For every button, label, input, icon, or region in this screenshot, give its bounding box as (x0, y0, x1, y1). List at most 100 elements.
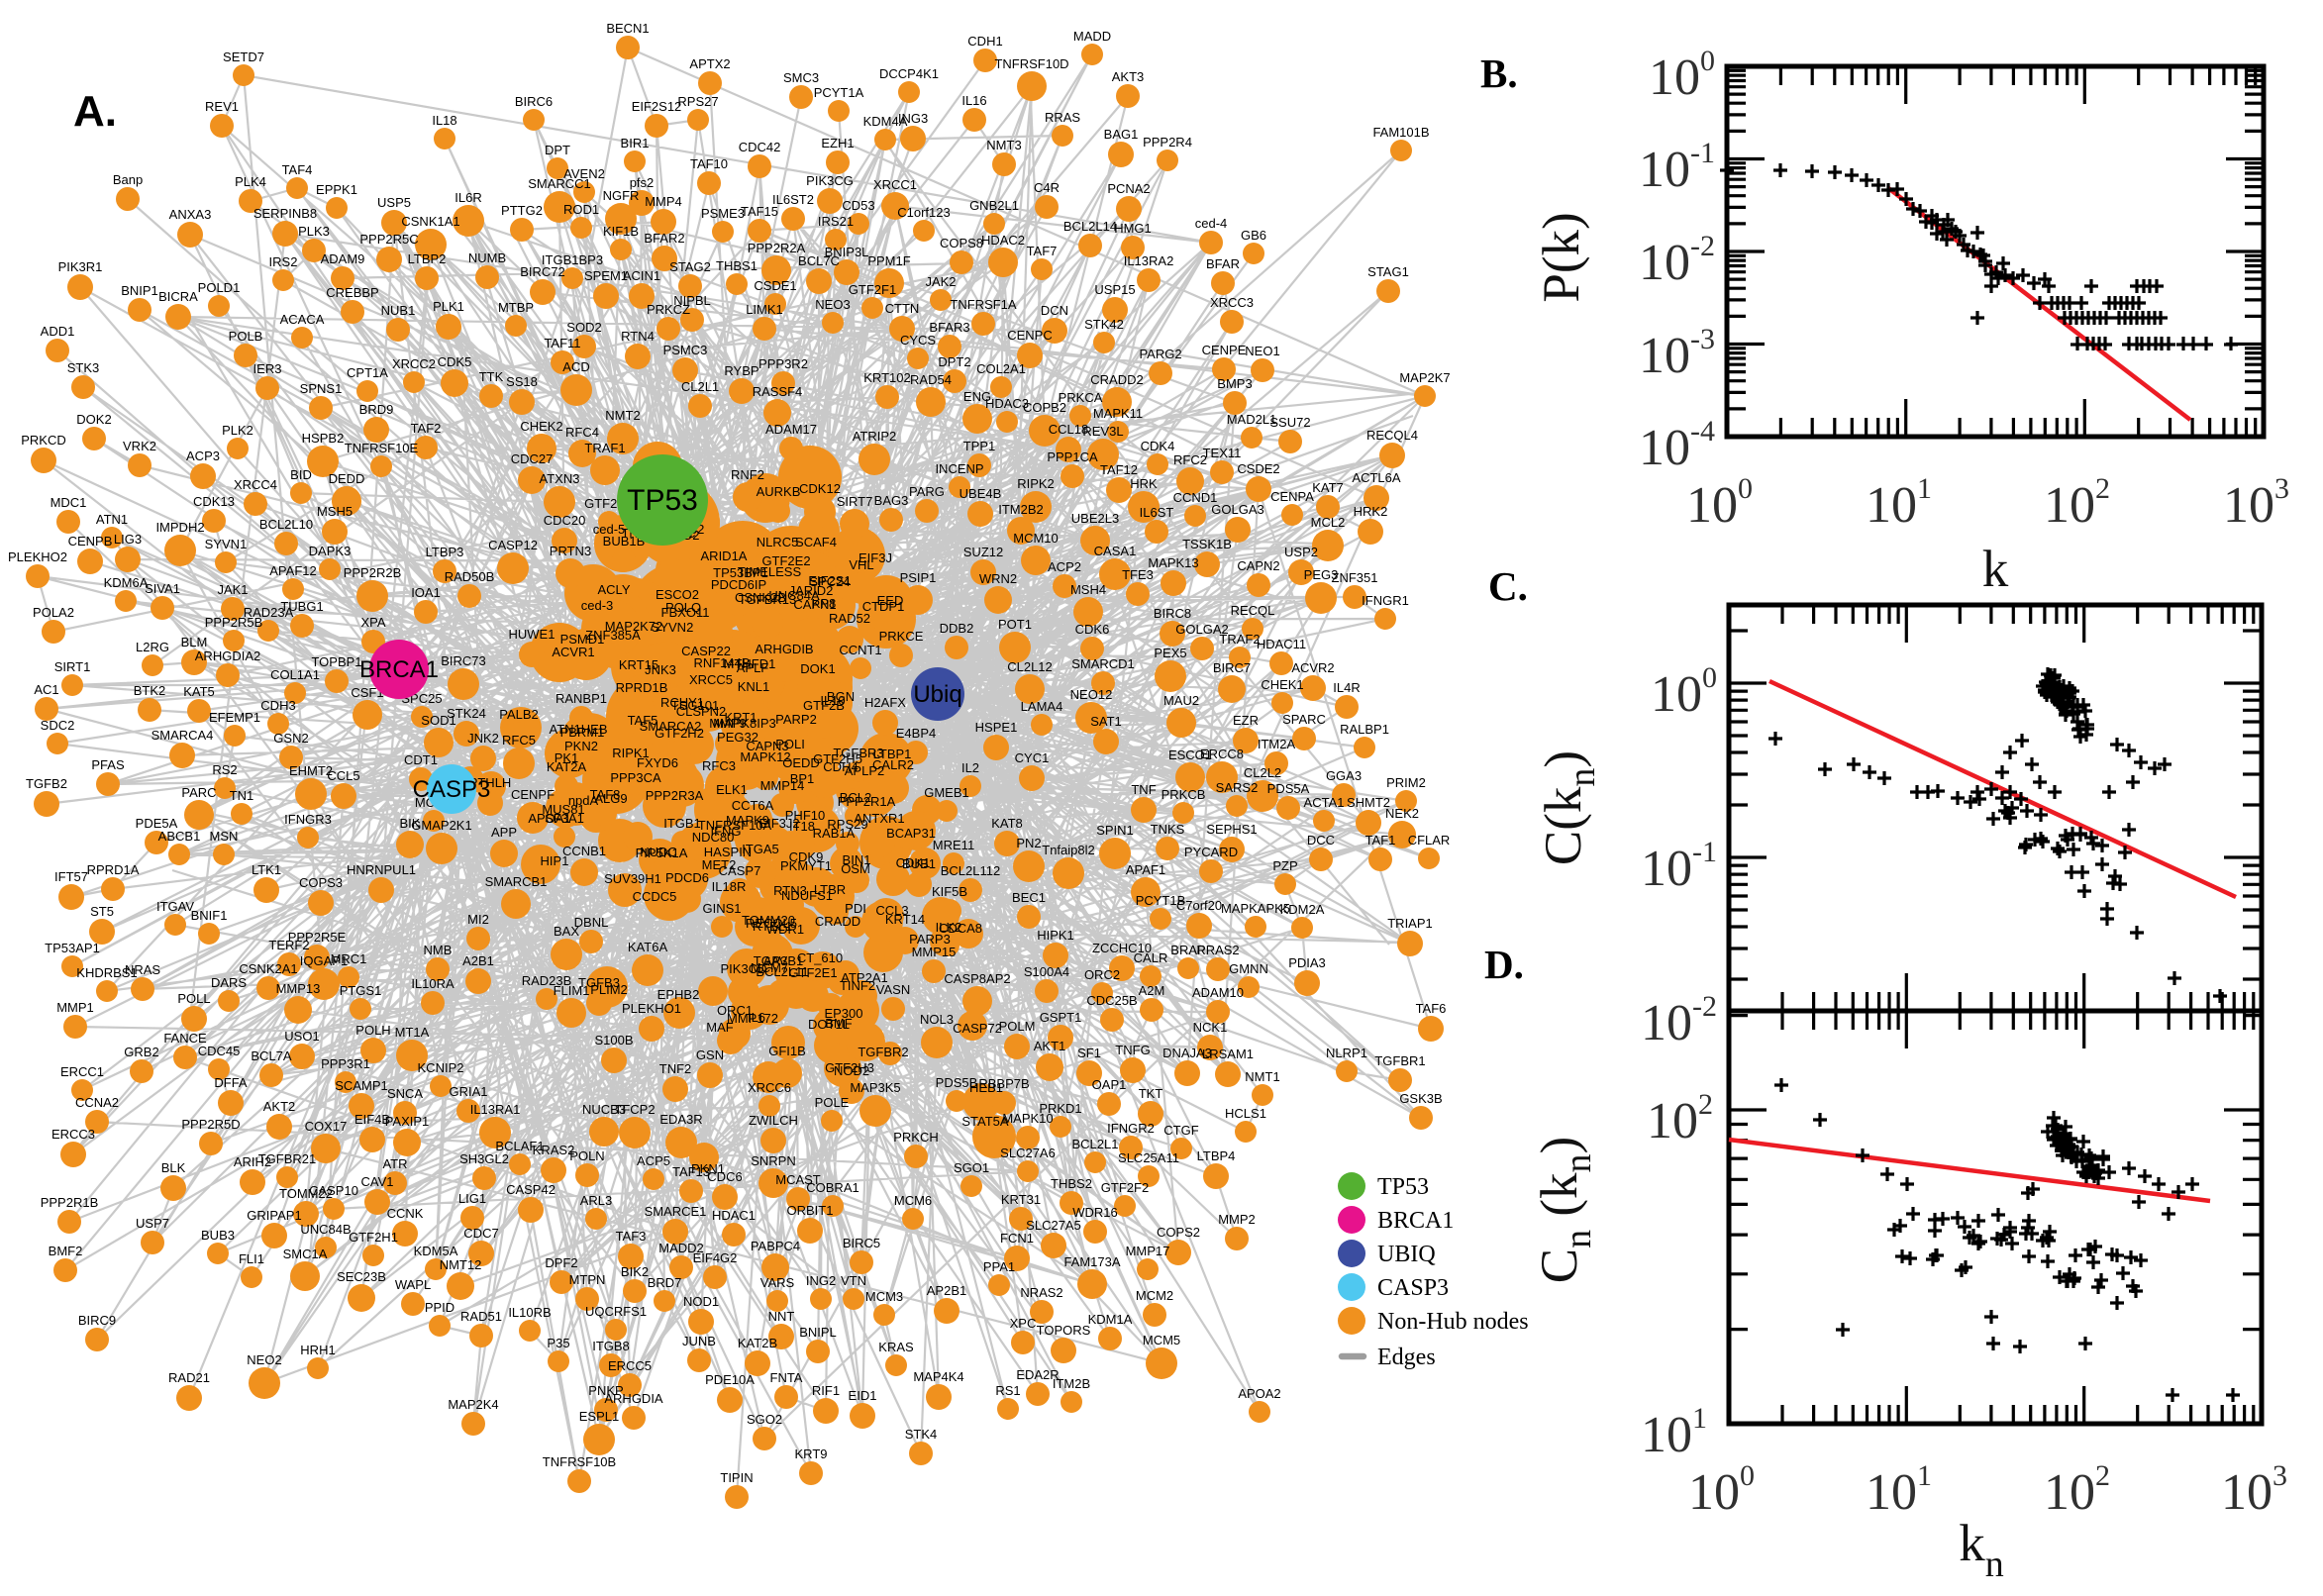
svg-text:ACVR1: ACVR1 (552, 645, 594, 659)
svg-text:CASP10: CASP10 (309, 1183, 358, 1198)
svg-text:EPHB2: EPHB2 (657, 987, 700, 1002)
svg-text:POLQ: POLQ (665, 600, 701, 615)
svg-text:RAD21: RAD21 (168, 1370, 210, 1385)
svg-text:TEX11: TEX11 (1203, 446, 1242, 460)
svg-text:CAPN3: CAPN3 (746, 739, 788, 753)
svg-text:EDA2R: EDA2R (1016, 1367, 1059, 1382)
svg-text:TAF5: TAF5 (628, 713, 658, 728)
svg-text:DFFA: DFFA (214, 1075, 248, 1090)
svg-text:GOLGA3: GOLGA3 (1211, 502, 1263, 517)
svg-text:CSF1: CSF1 (351, 685, 383, 700)
svg-text:BCL2L14: BCL2L14 (1063, 219, 1117, 234)
svg-text:BP1: BP1 (790, 771, 815, 786)
svg-text:PARG2: PARG2 (1139, 347, 1181, 361)
svg-text:BID: BID (290, 467, 312, 482)
svg-text:SYVN1: SYVN1 (205, 537, 248, 551)
svg-text:PAXIP1: PAXIP1 (385, 1114, 430, 1129)
svg-text:KAT5: KAT5 (183, 684, 215, 699)
svg-text:SS18: SS18 (506, 374, 538, 389)
svg-text:PPP2R4: PPP2R4 (1143, 135, 1192, 150)
svg-text:PIP5K1A: PIP5K1A (636, 846, 688, 860)
svg-text:SLC25A11: SLC25A11 (1118, 1150, 1179, 1165)
svg-text:RAD54: RAD54 (910, 372, 952, 387)
svg-text:SSU72: SSU72 (1269, 415, 1310, 430)
svg-text:EIF3J: EIF3J (858, 550, 892, 565)
svg-text:ING2: ING2 (806, 1273, 836, 1288)
svg-text:EIF2S12: EIF2S12 (632, 99, 682, 114)
svg-text:BFAR3: BFAR3 (929, 320, 969, 335)
svg-text:GRIPAP1: GRIPAP1 (247, 1208, 301, 1223)
svg-text:UNC84B: UNC84B (300, 1222, 351, 1237)
svg-text:MSN: MSN (210, 829, 239, 844)
svg-text:PK1: PK1 (555, 750, 579, 765)
svg-text:EPPK1: EPPK1 (316, 182, 357, 197)
svg-text:MCM6: MCM6 (894, 1193, 932, 1208)
svg-text:PLIM2: PLIM2 (590, 982, 628, 997)
svg-text:GMNN: GMNN (1229, 961, 1268, 976)
svg-text:MMP17: MMP17 (1126, 1244, 1170, 1258)
svg-text:KHDRBS1: KHDRBS1 (76, 965, 137, 980)
svg-text:ARID1A: ARID1A (701, 549, 748, 563)
svg-text:PLK1: PLK1 (433, 299, 464, 314)
svg-text:H2AFX: H2AFX (864, 695, 906, 710)
svg-text:ERCC1: ERCC1 (60, 1064, 104, 1079)
svg-text:TFE3: TFE3 (1122, 567, 1154, 582)
svg-text:INCENP: INCENP (935, 461, 983, 476)
svg-text:DOK2: DOK2 (76, 412, 111, 427)
svg-text:ALG9: ALG9 (594, 791, 627, 806)
svg-text:USP7: USP7 (136, 1216, 169, 1231)
svg-text:LTBP4: LTBP4 (1197, 1148, 1236, 1163)
svg-text:KRAS: KRAS (878, 1340, 914, 1354)
svg-text:CASP3: CASP3 (1377, 1275, 1449, 1301)
svg-text:MAPK12: MAPK12 (740, 749, 790, 764)
svg-text:MUS81: MUS81 (542, 802, 584, 817)
svg-text:STK24: STK24 (447, 706, 486, 721)
svg-text:pfs2: pfs2 (630, 175, 655, 190)
svg-text:HIP1: HIP1 (541, 853, 569, 868)
svg-text:DEDD: DEDD (329, 471, 365, 486)
svg-text:KCNIP2: KCNIP2 (418, 1060, 464, 1075)
svg-text:UBE4B: UBE4B (960, 486, 1002, 501)
svg-text:TP53: TP53 (627, 484, 698, 517)
svg-text:TGFBR1: TGFBR1 (1374, 1053, 1425, 1068)
svg-text:ITGB1BP3: ITGB1BP3 (542, 252, 603, 267)
svg-text:PKN1: PKN1 (691, 1161, 725, 1176)
svg-text:EED: EED (877, 593, 904, 608)
svg-text:MMP14: MMP14 (760, 778, 805, 793)
svg-text:ITGA5: ITGA5 (742, 842, 779, 856)
svg-text:RBBP7B: RBBP7B (978, 1076, 1029, 1091)
svg-text:BUB3: BUB3 (201, 1228, 235, 1243)
svg-text:BAX: BAX (554, 924, 579, 939)
svg-text:ced-5: ced-5 (593, 522, 626, 537)
svg-text:BRCA1: BRCA1 (359, 656, 439, 683)
svg-text:CDC20: CDC20 (544, 513, 586, 528)
svg-text:GTF2F1: GTF2F1 (849, 282, 896, 297)
svg-text:PRKCE: PRKCE (879, 629, 924, 644)
svg-text:IL2: IL2 (961, 760, 979, 775)
svg-text:PRKCH: PRKCH (893, 1130, 939, 1145)
svg-text:RRAS: RRAS (1045, 110, 1080, 125)
svg-text:MAD2L1: MAD2L1 (1227, 412, 1277, 427)
svg-text:MAP2K4: MAP2K4 (448, 1397, 498, 1412)
svg-text:HDAC3: HDAC3 (985, 396, 1029, 411)
svg-text:PIK3CD: PIK3CD (721, 961, 767, 976)
svg-text:CTDP1: CTDP1 (862, 599, 905, 614)
svg-text:COL2A1: COL2A1 (976, 361, 1026, 376)
svg-text:GMAP2K1: GMAP2K1 (411, 818, 471, 833)
svg-text:EP300: EP300 (824, 1006, 862, 1021)
svg-text:ENG: ENG (963, 389, 991, 404)
svg-text:Cn (kn): Cn (kn) (1531, 1137, 1599, 1283)
svg-text:HASPIN: HASPIN (704, 845, 752, 859)
svg-text:GSN: GSN (696, 1047, 724, 1062)
svg-text:KAT8: KAT8 (991, 816, 1023, 831)
svg-text:POLE: POLE (815, 1095, 850, 1110)
svg-text:CDC6: CDC6 (707, 1169, 742, 1184)
svg-text:POLH: POLH (355, 1023, 390, 1038)
svg-text:AVEN2: AVEN2 (563, 166, 605, 181)
svg-text:P(k): P(k) (1533, 212, 1590, 302)
svg-text:MCM2: MCM2 (1136, 1288, 1173, 1303)
svg-text:GSN2: GSN2 (273, 731, 308, 746)
svg-text:CDH3: CDH3 (260, 698, 295, 713)
svg-text:PLEKHO1: PLEKHO1 (622, 1001, 681, 1016)
svg-text:DDB2: DDB2 (940, 621, 974, 636)
